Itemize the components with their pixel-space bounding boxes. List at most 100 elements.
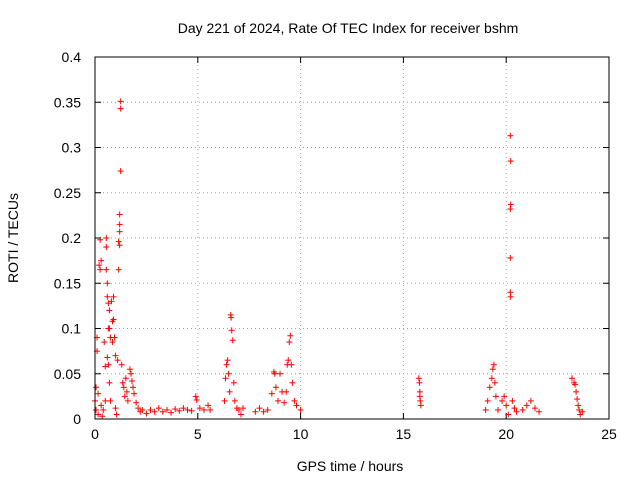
data-point xyxy=(283,388,290,395)
x-tick-label: 25 xyxy=(601,426,617,442)
data-point xyxy=(229,337,236,344)
data-point xyxy=(293,402,300,409)
data-point xyxy=(568,375,575,382)
data-point xyxy=(531,405,538,412)
data-point xyxy=(118,361,125,368)
data-point xyxy=(104,280,111,287)
data-point xyxy=(256,405,263,412)
data-point xyxy=(507,206,514,213)
data-point xyxy=(110,293,117,300)
x-tick-label: 10 xyxy=(293,426,309,442)
data-point xyxy=(163,406,170,413)
data-point xyxy=(95,411,102,418)
data-point xyxy=(417,397,424,404)
data-point xyxy=(151,408,158,415)
data-point xyxy=(111,334,118,341)
data-point xyxy=(176,407,183,414)
data-point xyxy=(184,406,191,413)
data-point xyxy=(527,397,534,404)
data-point xyxy=(113,411,120,418)
grid xyxy=(95,57,609,419)
data-point xyxy=(492,393,499,400)
chart-title: Day 221 of 2024, Rate Of TEC Index for r… xyxy=(178,20,519,36)
data-point xyxy=(109,339,116,346)
data-point xyxy=(274,397,281,404)
data-point xyxy=(488,375,495,382)
data-point xyxy=(172,406,179,413)
data-points xyxy=(92,98,586,420)
y-tick-label: 0.1 xyxy=(62,321,82,337)
data-point xyxy=(115,266,122,273)
data-point xyxy=(260,408,267,415)
data-point xyxy=(143,410,150,417)
data-point xyxy=(103,244,110,251)
data-point xyxy=(207,406,214,413)
data-point xyxy=(503,402,510,409)
data-point xyxy=(579,408,586,415)
data-point xyxy=(490,361,497,368)
data-point xyxy=(230,379,237,386)
data-point xyxy=(231,397,238,404)
data-point xyxy=(135,405,142,412)
data-point xyxy=(115,238,122,245)
data-point xyxy=(482,406,489,413)
data-point xyxy=(574,396,581,403)
data-point xyxy=(98,257,105,264)
data-point xyxy=(116,221,123,228)
data-point xyxy=(102,363,109,370)
data-point xyxy=(116,211,123,218)
data-point xyxy=(123,388,130,395)
data-point xyxy=(105,361,112,368)
y-tick-label: 0.15 xyxy=(54,275,81,291)
data-point xyxy=(122,375,129,382)
y-tick-label: 0.05 xyxy=(54,366,81,382)
data-point xyxy=(223,361,230,368)
data-point xyxy=(415,375,422,382)
data-point xyxy=(228,314,235,321)
data-point xyxy=(104,293,111,300)
data-point xyxy=(103,235,110,241)
data-point xyxy=(264,406,271,413)
data-point xyxy=(268,390,275,397)
data-point xyxy=(106,325,113,332)
data-point xyxy=(192,393,199,400)
data-point xyxy=(240,405,247,412)
data-point xyxy=(297,406,304,413)
data-point xyxy=(131,390,138,397)
data-point xyxy=(507,254,514,261)
data-point xyxy=(222,375,229,382)
data-point xyxy=(119,379,126,386)
data-point xyxy=(416,379,423,386)
data-point xyxy=(281,399,288,406)
data-point xyxy=(100,406,107,413)
y-tick-label: 0.4 xyxy=(62,49,82,65)
data-point xyxy=(507,158,514,165)
x-tick-label: 15 xyxy=(396,426,412,442)
data-point xyxy=(286,339,293,346)
data-point xyxy=(106,307,113,314)
data-point xyxy=(117,105,124,112)
x-tick-label: 20 xyxy=(498,426,514,442)
data-point xyxy=(523,402,530,409)
data-point xyxy=(129,377,136,384)
data-point xyxy=(121,393,128,400)
data-point xyxy=(237,411,244,418)
y-tick-label: 0 xyxy=(73,411,81,427)
data-point xyxy=(101,339,108,346)
data-point xyxy=(126,366,133,373)
data-point xyxy=(139,406,146,413)
data-point xyxy=(96,262,103,269)
y-tick-label: 0.25 xyxy=(54,185,81,201)
tick-labels: 0 5 10 15 20 25 0 0.05 0.1 0.15 0.2 0.25 0.3 0.35 0.4 xyxy=(54,49,617,442)
data-point xyxy=(98,402,105,409)
data-point xyxy=(112,405,119,412)
data-point xyxy=(271,370,278,377)
data-point xyxy=(108,298,115,305)
data-point xyxy=(106,379,113,386)
y-tick-label: 0.35 xyxy=(54,94,81,110)
data-point xyxy=(112,352,119,359)
data-point xyxy=(511,405,518,412)
data-point xyxy=(196,405,203,412)
data-point xyxy=(285,357,292,364)
data-point xyxy=(228,327,235,334)
